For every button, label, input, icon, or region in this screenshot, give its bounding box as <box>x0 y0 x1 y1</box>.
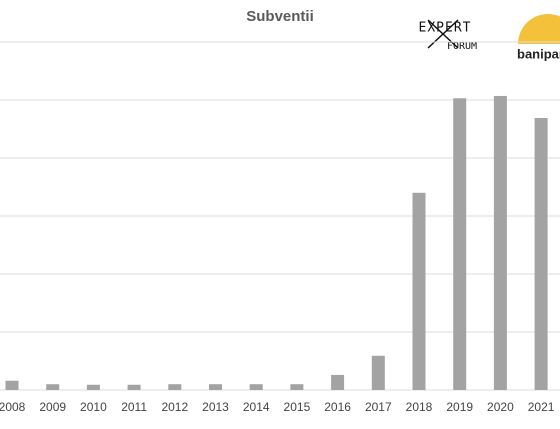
logo-text: EXPERT <box>419 21 472 36</box>
bar <box>209 384 222 390</box>
x-tick-label: 2018 <box>406 400 433 414</box>
bar <box>168 384 182 390</box>
logo-text: FORUM <box>447 41 477 52</box>
x-tick-label: 2016 <box>324 400 351 414</box>
chart-title: Subventii <box>246 8 314 25</box>
banipar-logo: banipar <box>517 14 560 61</box>
bar <box>127 384 141 390</box>
logo-text: banipar <box>517 46 560 61</box>
x-tick-label: 2011 <box>121 400 147 414</box>
bar <box>290 384 304 390</box>
x-tick-label: 2015 <box>284 400 311 414</box>
x-tick-label: 2009 <box>39 400 66 414</box>
x-tick-label: 2017 <box>365 400 392 414</box>
x-tick-label: 2008 <box>0 400 26 414</box>
bar <box>5 380 19 390</box>
logo-sun <box>518 14 560 44</box>
bar <box>534 117 548 390</box>
bar <box>86 384 100 390</box>
expert-forum-logo: EXPERT FORUM <box>419 19 477 52</box>
x-tick-label: 2019 <box>446 400 473 414</box>
x-tick-label: 2012 <box>161 400 188 414</box>
x-tick-label: 2014 <box>243 400 270 414</box>
bar <box>453 98 467 390</box>
x-tick-label: 2010 <box>80 400 107 414</box>
bar <box>331 374 345 390</box>
bar <box>249 384 263 390</box>
bar <box>493 95 507 390</box>
x-tick-label: 2021 <box>528 400 555 414</box>
bar <box>371 355 385 390</box>
bar <box>412 192 426 390</box>
x-tick-label: 2013 <box>202 400 229 414</box>
logo-arrow <box>427 19 459 49</box>
bar <box>46 384 60 390</box>
x-tick-label: 2020 <box>487 400 514 414</box>
